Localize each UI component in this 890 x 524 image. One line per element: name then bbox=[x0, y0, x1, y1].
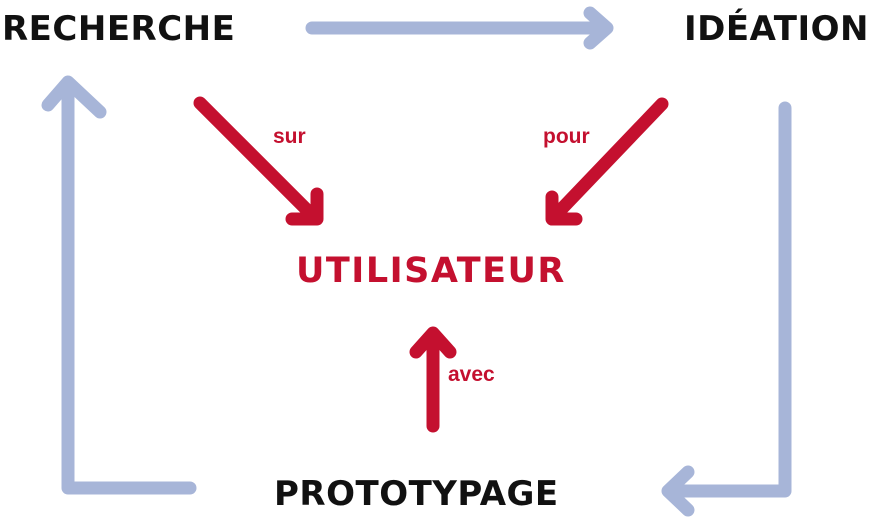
stage-research: RECHERCHE bbox=[2, 9, 236, 49]
cycle-arrows bbox=[41, 6, 792, 517]
arrow-research-to-ideation bbox=[305, 6, 614, 50]
arrow-ideation-to-prototyping bbox=[661, 101, 792, 517]
stage-prototyping: PROTOTYPAGE bbox=[274, 474, 559, 514]
arrow-prototyping-to-research bbox=[41, 75, 197, 495]
arrow-ideation-to-user bbox=[545, 97, 669, 226]
stage-ideation: IDÉATION bbox=[684, 9, 869, 49]
arrow-research-to-user bbox=[193, 96, 324, 226]
user-arrows bbox=[193, 96, 669, 433]
label-research-user: sur bbox=[273, 125, 306, 148]
label-prototyping-user: avec bbox=[448, 363, 495, 386]
label-ideation-user: pour bbox=[543, 125, 590, 148]
center-user: UTILISATEUR bbox=[296, 251, 566, 291]
arrow-prototyping-to-user bbox=[409, 326, 457, 433]
